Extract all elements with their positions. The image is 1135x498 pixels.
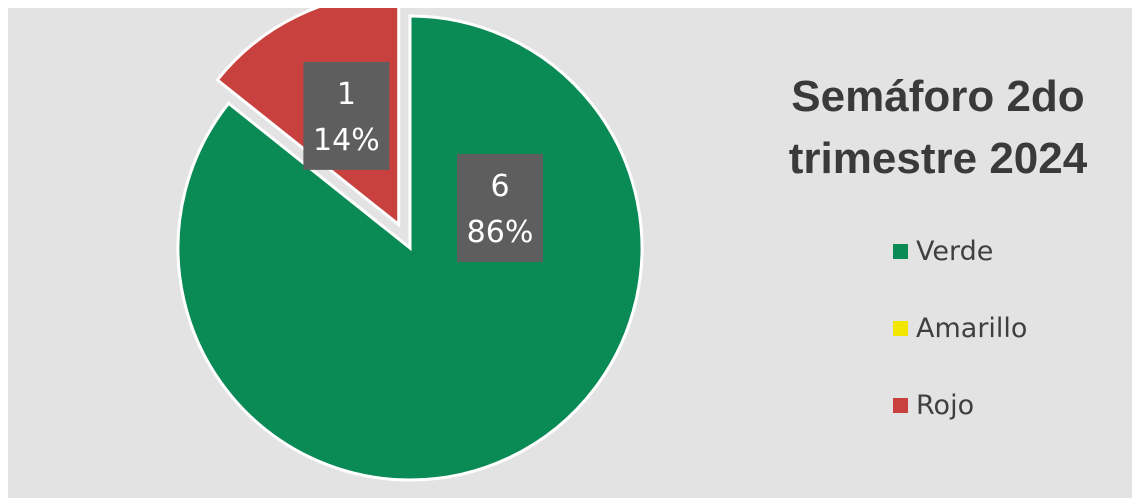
- chart-title: Semáforo 2do trimestre 2024: [788, 72, 1088, 183]
- legend-item-amarillo: Amarillo: [893, 290, 1027, 367]
- data-label-verde: 686%: [457, 154, 543, 262]
- data-label-value: 1: [337, 77, 356, 112]
- legend-swatch-amarillo: [893, 321, 908, 336]
- legend-swatch-rojo: [893, 398, 908, 413]
- pie-slice-verde: [176, 14, 644, 482]
- data-label-percent: 86%: [467, 215, 534, 250]
- chart-legend: Verde Amarillo Rojo: [893, 213, 1027, 444]
- legend-label-amarillo: Amarillo: [916, 313, 1028, 344]
- data-label-box: [303, 61, 390, 170]
- data-label-box: [457, 154, 543, 262]
- legend-label-rojo: Rojo: [916, 390, 975, 421]
- chart-area: 6 86% 1 14% Semáforo 2do trimestre 2024 Ver…: [8, 8, 1132, 498]
- legend-item-verde: Verde: [893, 213, 1027, 290]
- legend-swatch-verde: [893, 244, 908, 259]
- data-label-rojo: 114%: [303, 61, 390, 170]
- data-label-percent: 14%: [313, 123, 380, 158]
- pie-chart: 686%114%: [176, 8, 644, 482]
- legend-label-verde: Verde: [916, 236, 994, 267]
- legend-item-rojo: Rojo: [893, 367, 1027, 444]
- data-label-value: 6: [490, 169, 509, 204]
